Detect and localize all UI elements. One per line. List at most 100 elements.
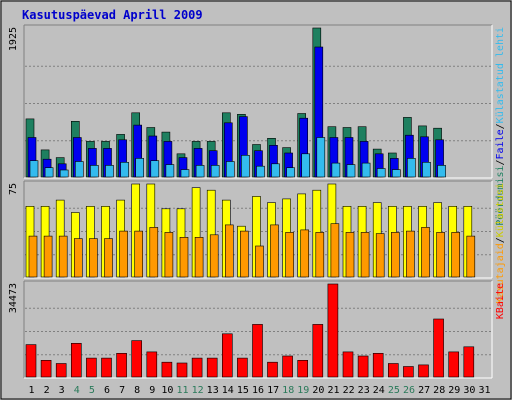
bar: [25, 344, 37, 378]
bar: [327, 283, 339, 378]
bar: [360, 232, 370, 278]
x-tick-label: 30: [463, 385, 475, 396]
bar: [165, 164, 175, 178]
bar: [271, 163, 280, 178]
bar: [43, 235, 53, 278]
bar: [86, 357, 97, 378]
x-tick-label: 28: [433, 385, 445, 396]
bar: [406, 230, 415, 278]
panel-max-label: 1925: [8, 27, 19, 51]
bar: [301, 153, 311, 178]
panel-legend: KBaite: [495, 283, 506, 319]
x-tick-label: 8: [134, 385, 140, 396]
legend-entry: Külastusi: [495, 183, 506, 237]
bar: [225, 224, 234, 278]
bar: [150, 160, 160, 178]
bar: [131, 340, 142, 378]
bar: [209, 234, 219, 278]
legend-entry: KBaite: [495, 283, 506, 319]
x-tick-label: 7: [119, 385, 125, 396]
bar: [241, 155, 250, 178]
bar: [119, 230, 128, 278]
x-tick-label: 11: [176, 385, 188, 396]
bar: [58, 235, 68, 278]
bar: [403, 366, 414, 378]
bar: [418, 364, 429, 378]
bar: [40, 359, 52, 378]
chart-title: Kasutuspäevad Aprill 2009: [22, 8, 203, 22]
x-tick-label: 4: [74, 385, 80, 396]
bar: [28, 235, 38, 278]
bar: [206, 357, 218, 378]
bar: [101, 357, 112, 378]
bar: [282, 355, 293, 378]
x-tick-label: 27: [418, 385, 430, 396]
x-tick-label: 23: [358, 385, 370, 396]
legend-entry: /: [495, 159, 506, 165]
bar: [448, 351, 460, 378]
legend-entry: Faile: [495, 129, 506, 159]
bar: [55, 363, 67, 378]
bar: [104, 238, 113, 278]
x-tick-label: 2: [44, 385, 50, 396]
x-tick-label: 9: [149, 385, 155, 396]
bar: [210, 165, 220, 178]
bar: [316, 137, 326, 178]
x-tick-label: 20: [312, 385, 324, 396]
bar: [90, 165, 99, 178]
bar: [331, 162, 341, 178]
bar: [346, 164, 356, 178]
bar: [297, 359, 309, 378]
legend-entry: /: [495, 237, 506, 243]
bar: [252, 324, 263, 378]
bar: [270, 224, 279, 278]
panel-2: 75 Kasutajaid/Külastusi: [8, 180, 506, 303]
bar: [146, 351, 158, 378]
bar: [372, 352, 384, 378]
bar: [89, 238, 98, 278]
bar: [116, 352, 127, 378]
x-tick-label: 14: [222, 385, 234, 396]
bar: [451, 232, 461, 278]
bar: [191, 357, 203, 378]
bar: [237, 357, 248, 378]
bar: [375, 233, 385, 278]
bar: [226, 161, 235, 178]
bar: [164, 232, 174, 278]
bar: [222, 333, 233, 378]
bar: [391, 169, 401, 178]
panel-legend: Kasutajaid/Külastusi: [495, 183, 506, 303]
x-tick-label: 24: [373, 385, 385, 396]
bar: [120, 162, 129, 178]
bar: [421, 227, 430, 278]
bar: [105, 165, 114, 178]
bar: [256, 165, 265, 178]
bar: [194, 237, 204, 278]
x-tick-label: 31: [478, 385, 490, 396]
bar: [135, 158, 144, 178]
x-tick-label: 6: [104, 385, 110, 396]
x-tick-label: 22: [343, 385, 355, 396]
x-tick-label: 25: [388, 385, 400, 396]
x-tick-label: 26: [403, 385, 415, 396]
x-tick-label: 19: [297, 385, 309, 396]
legend-entry: /: [495, 123, 506, 129]
bar: [75, 161, 84, 178]
bar: [466, 235, 476, 278]
bar: [437, 165, 446, 178]
legend-entry: Külastatud lehti: [495, 27, 506, 123]
x-tick-label: 18: [282, 385, 294, 396]
x-tick-label: 12: [192, 385, 204, 396]
x-tick-label: 29: [448, 385, 460, 396]
bar: [179, 237, 189, 278]
legend-entry: Pöördumisi: [495, 166, 506, 226]
panel-max-label: 75: [8, 183, 19, 195]
bar: [285, 232, 294, 278]
bar: [436, 232, 445, 278]
bar: [300, 229, 310, 278]
x-tick-label: 15: [237, 385, 249, 396]
panel-max-label: 34473: [8, 283, 19, 313]
